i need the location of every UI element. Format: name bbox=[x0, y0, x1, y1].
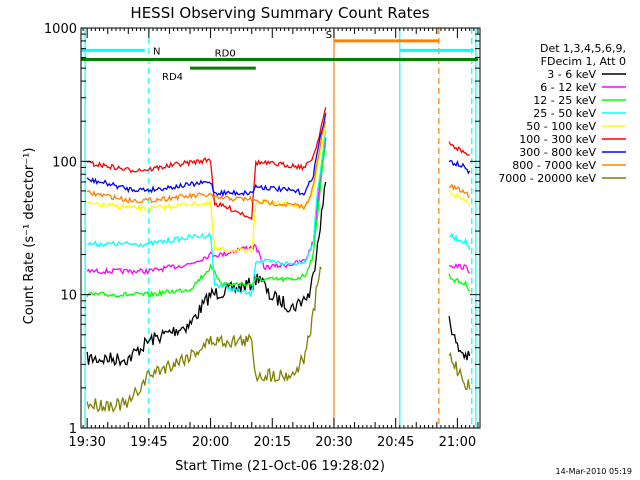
x-tick-label: 20:00 bbox=[192, 435, 229, 450]
series-line bbox=[86, 266, 322, 414]
annotation-label: RD0 bbox=[215, 49, 236, 60]
series-line bbox=[449, 232, 471, 251]
y-axis-label: Count Rate (s⁻¹ detector⁻¹) bbox=[22, 148, 37, 325]
y-tick-label: 1 bbox=[69, 422, 77, 437]
series-layer bbox=[86, 107, 471, 414]
footer-timestamp: 14-Mar-2010 05:19 bbox=[556, 467, 633, 476]
y-tick-label: 10 bbox=[60, 289, 77, 304]
legend-entry-label: 100 - 300 keV bbox=[519, 133, 596, 146]
x-tick-label: 20:45 bbox=[377, 435, 414, 450]
annotation-label: N bbox=[153, 46, 160, 57]
series-line bbox=[448, 183, 470, 199]
legend-entry-label: 800 - 7000 keV bbox=[512, 159, 596, 172]
vertical-marker-lines bbox=[84, 28, 477, 428]
chart-title: HESSI Observing Summary Count Rates bbox=[130, 4, 429, 22]
series-line bbox=[448, 159, 471, 175]
annotation-label: S bbox=[326, 30, 332, 41]
x-axis-label: Start Time (21-Oct-06 19:28:02) bbox=[175, 459, 385, 474]
x-tick-label: 19:30 bbox=[68, 435, 105, 450]
x-tick-label: 20:30 bbox=[315, 435, 352, 450]
series-line bbox=[86, 181, 327, 367]
legend-header: Det 1,3,4,5,6,9, bbox=[540, 42, 626, 55]
legend-header: FDecim 1, Att 0 bbox=[541, 55, 626, 68]
series-line bbox=[448, 316, 471, 361]
annotation-label: RD4 bbox=[162, 72, 183, 83]
legend-entry-label: 6 - 12 keV bbox=[540, 81, 596, 94]
x-tick-label: 20:15 bbox=[254, 435, 291, 450]
x-tick-label: 19:45 bbox=[130, 435, 167, 450]
legend-entry-label: 7000 - 20000 keV bbox=[498, 172, 596, 185]
series-line bbox=[448, 190, 471, 206]
x-tick-label: 21:00 bbox=[439, 435, 476, 450]
annotation-layer: N RD0 RD4 S bbox=[81, 30, 478, 83]
series-line bbox=[86, 113, 327, 198]
y-tick-label: 1000 bbox=[44, 22, 77, 37]
series-line bbox=[448, 141, 470, 156]
legend-entry-label: 300 - 800 keV bbox=[519, 146, 596, 159]
legend-entry-label: 25 - 50 keV bbox=[533, 107, 596, 120]
series-line bbox=[448, 273, 471, 292]
series-line bbox=[86, 129, 327, 298]
legend-entry-label: 12 - 25 keV bbox=[533, 94, 596, 107]
legend: Det 1,3,4,5,6,9,FDecim 1, Att 03 - 6 keV… bbox=[498, 42, 626, 185]
series-line bbox=[86, 137, 327, 276]
legend-entry-label: 3 - 6 keV bbox=[547, 68, 596, 81]
series-line bbox=[86, 126, 327, 254]
series-line bbox=[86, 143, 327, 298]
series-line bbox=[448, 351, 471, 390]
plot-axes: 1 10 100 1000 19:30 19:45 20:00 20:15 20:30 20:45… bbox=[44, 22, 481, 450]
series-line bbox=[86, 121, 327, 211]
series-line bbox=[86, 107, 327, 221]
plot-frame bbox=[80, 27, 481, 429]
legend-entry-label: 50 - 100 keV bbox=[526, 120, 596, 133]
y-tick-label: 100 bbox=[52, 155, 77, 170]
series-line bbox=[449, 262, 471, 274]
